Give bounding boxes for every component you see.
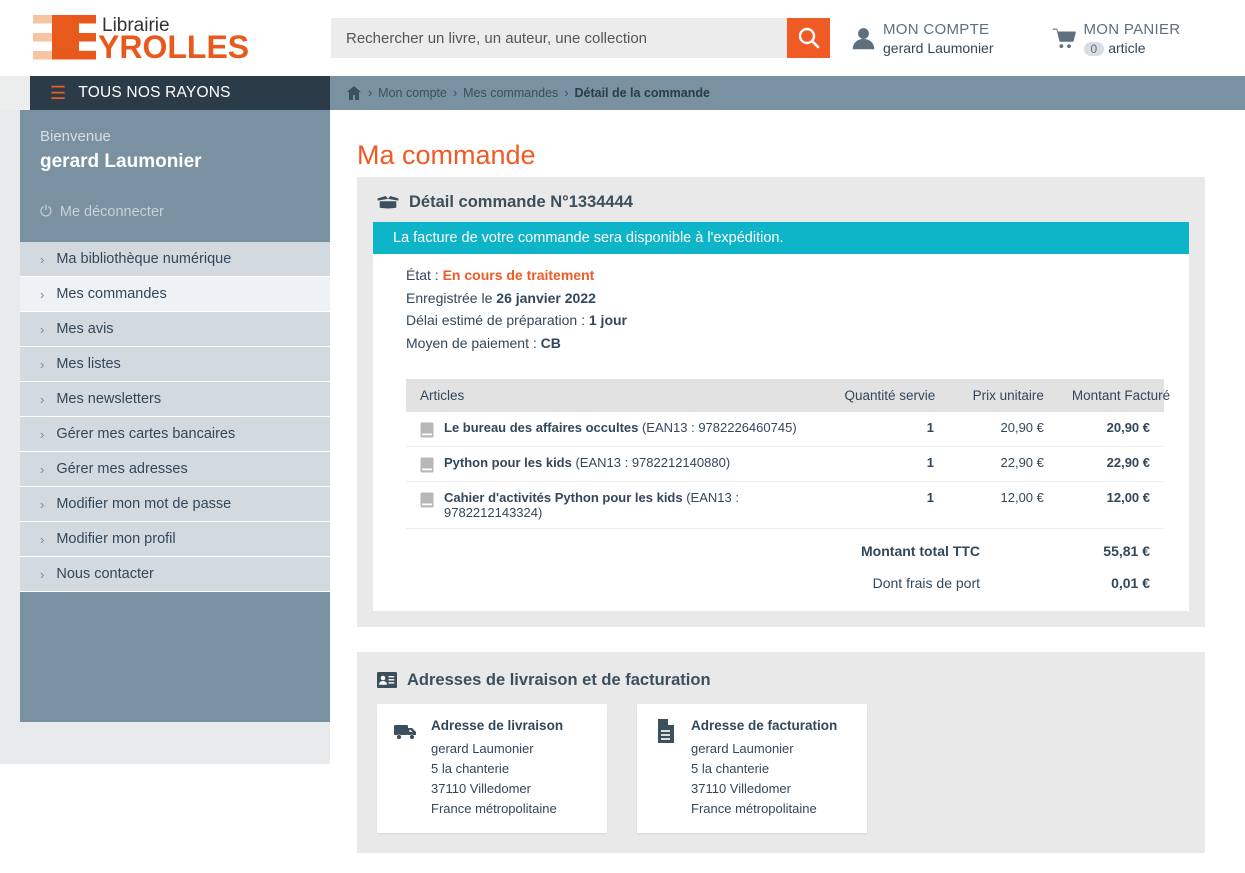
svg-text:YROLLES: YROLLES: [98, 29, 249, 65]
